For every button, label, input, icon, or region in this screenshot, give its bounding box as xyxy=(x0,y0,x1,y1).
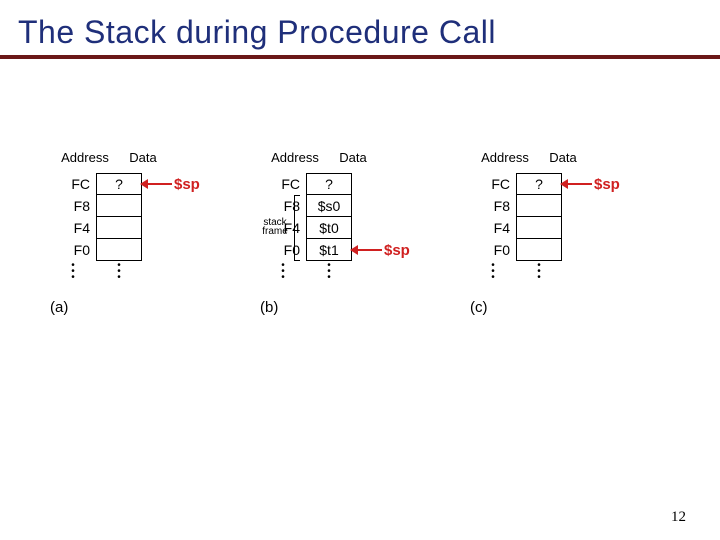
address-header: Address xyxy=(260,150,330,165)
dots-row: •••••• xyxy=(50,263,250,281)
address-label: FC xyxy=(260,176,306,192)
stack-frame-bracket xyxy=(294,195,300,261)
address-header: Address xyxy=(50,150,120,165)
address-label: FC xyxy=(470,176,516,192)
sp-label: $sp xyxy=(174,176,200,193)
column-headers: AddressData xyxy=(260,150,460,165)
sp-pointer: $sp xyxy=(146,173,200,195)
address-label: FC xyxy=(50,176,96,192)
column-headers: AddressData xyxy=(50,150,250,165)
stack-row: F8$s0 xyxy=(260,195,460,217)
arrow-left-icon xyxy=(356,249,382,251)
dots-icon: ••• xyxy=(470,263,516,281)
dots-icon: ••• xyxy=(260,263,306,281)
data-cell: ? xyxy=(96,173,142,195)
dots-icon: ••• xyxy=(50,263,96,281)
stack-row: FC? xyxy=(260,173,460,195)
slide-title: The Stack during Procedure Call xyxy=(0,0,720,55)
data-cell xyxy=(516,217,562,239)
address-label: F8 xyxy=(50,198,96,214)
stack-row: F4 xyxy=(470,217,670,239)
address-label: F4 xyxy=(470,220,516,236)
arrow-left-icon xyxy=(146,183,172,185)
stack-row: F4 xyxy=(50,217,250,239)
address-label: F4 xyxy=(50,220,96,236)
address-label: F8 xyxy=(470,198,516,214)
address-label: F0 xyxy=(50,242,96,258)
stack-table: FC?F8$s0F4$t0F0$t1$spstackframe xyxy=(260,173,460,261)
data-header: Data xyxy=(120,150,166,165)
stack-row: F8 xyxy=(50,195,250,217)
dots-icon: ••• xyxy=(306,263,352,281)
data-cell: $t0 xyxy=(306,217,352,239)
dots-row: •••••• xyxy=(260,263,460,281)
data-cell xyxy=(516,195,562,217)
stack-panel: AddressDataFC?F8$s0F4$t0F0$t1$spstackfra… xyxy=(260,150,460,316)
sp-pointer: $sp xyxy=(356,239,410,261)
panel-label: (c) xyxy=(470,299,670,316)
dots-row: •••••• xyxy=(470,263,670,281)
figure-area: AddressDataFC?F8F4F0$sp••••••(a)AddressD… xyxy=(50,150,670,450)
data-cell: ? xyxy=(516,173,562,195)
stack-table: FC?F8 F4 F0 $sp xyxy=(50,173,250,261)
data-cell xyxy=(96,195,142,217)
address-label: F0 xyxy=(470,242,516,258)
data-header: Data xyxy=(330,150,376,165)
stack-row: F0 xyxy=(50,239,250,261)
dots-icon: ••• xyxy=(96,263,142,281)
panel-label: (a) xyxy=(50,299,250,316)
stack-panel: AddressData FC?F8 F4 F0 $sp •••••• (c) xyxy=(470,150,670,316)
data-cell: ? xyxy=(306,173,352,195)
stack-row: F0 xyxy=(470,239,670,261)
sp-label: $sp xyxy=(594,176,620,193)
stack-frame-label: stackframe xyxy=(258,218,292,236)
data-cell: $s0 xyxy=(306,195,352,217)
stack-panel: AddressData FC?F8 F4 F0 $sp •••••• (a) xyxy=(50,150,250,316)
page-number: 12 xyxy=(671,509,686,526)
stack-table: FC?F8 F4 F0 $sp xyxy=(470,173,670,261)
title-underline xyxy=(0,55,720,59)
stack-row: F8 xyxy=(470,195,670,217)
data-cell xyxy=(96,239,142,261)
sp-pointer: $sp xyxy=(566,173,620,195)
sp-label: $sp xyxy=(384,242,410,259)
address-header: Address xyxy=(470,150,540,165)
data-header: Data xyxy=(540,150,586,165)
data-cell: $t1 xyxy=(306,239,352,261)
dots-icon: ••• xyxy=(516,263,562,281)
data-cell xyxy=(516,239,562,261)
data-cell xyxy=(96,217,142,239)
column-headers: AddressData xyxy=(470,150,670,165)
panel-label: (b) xyxy=(260,299,460,316)
arrow-left-icon xyxy=(566,183,592,185)
